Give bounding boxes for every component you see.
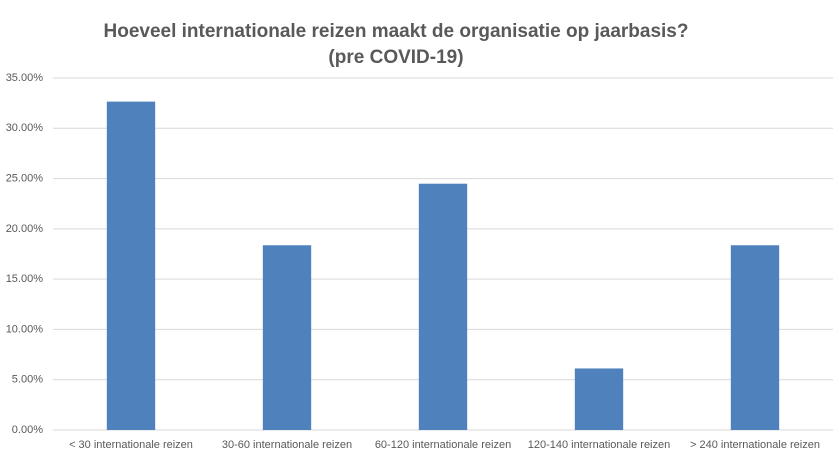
- chart-subtitle: (pre COVID-19): [328, 47, 463, 68]
- x-tick-label: 30-60 internationale reizen: [222, 439, 352, 451]
- x-tick-label: < 30 internationale reizen: [69, 439, 193, 451]
- bar: [262, 245, 312, 430]
- bar: [418, 183, 468, 430]
- bar: [574, 368, 624, 430]
- y-tick-label: 10.00%: [6, 323, 44, 335]
- bar: [730, 245, 780, 430]
- y-tick-label: 35.00%: [6, 72, 44, 84]
- x-tick-label: 60-120 internationale reizen: [375, 439, 511, 451]
- y-tick-label: 25.00%: [6, 172, 44, 184]
- y-tick-label: 20.00%: [6, 223, 44, 235]
- x-tick-label: > 240 internationale reizen: [690, 439, 820, 451]
- y-tick-label: 15.00%: [6, 273, 44, 285]
- y-tick-label: 30.00%: [6, 122, 44, 134]
- bar: [106, 101, 156, 431]
- x-tick-label: 120-140 internationale reizen: [528, 439, 671, 451]
- chart-title: Hoeveel internationale reizen maakt de o…: [104, 21, 689, 42]
- y-tick-label: 5.00%: [12, 374, 43, 386]
- y-tick-label: 0.00%: [12, 424, 43, 436]
